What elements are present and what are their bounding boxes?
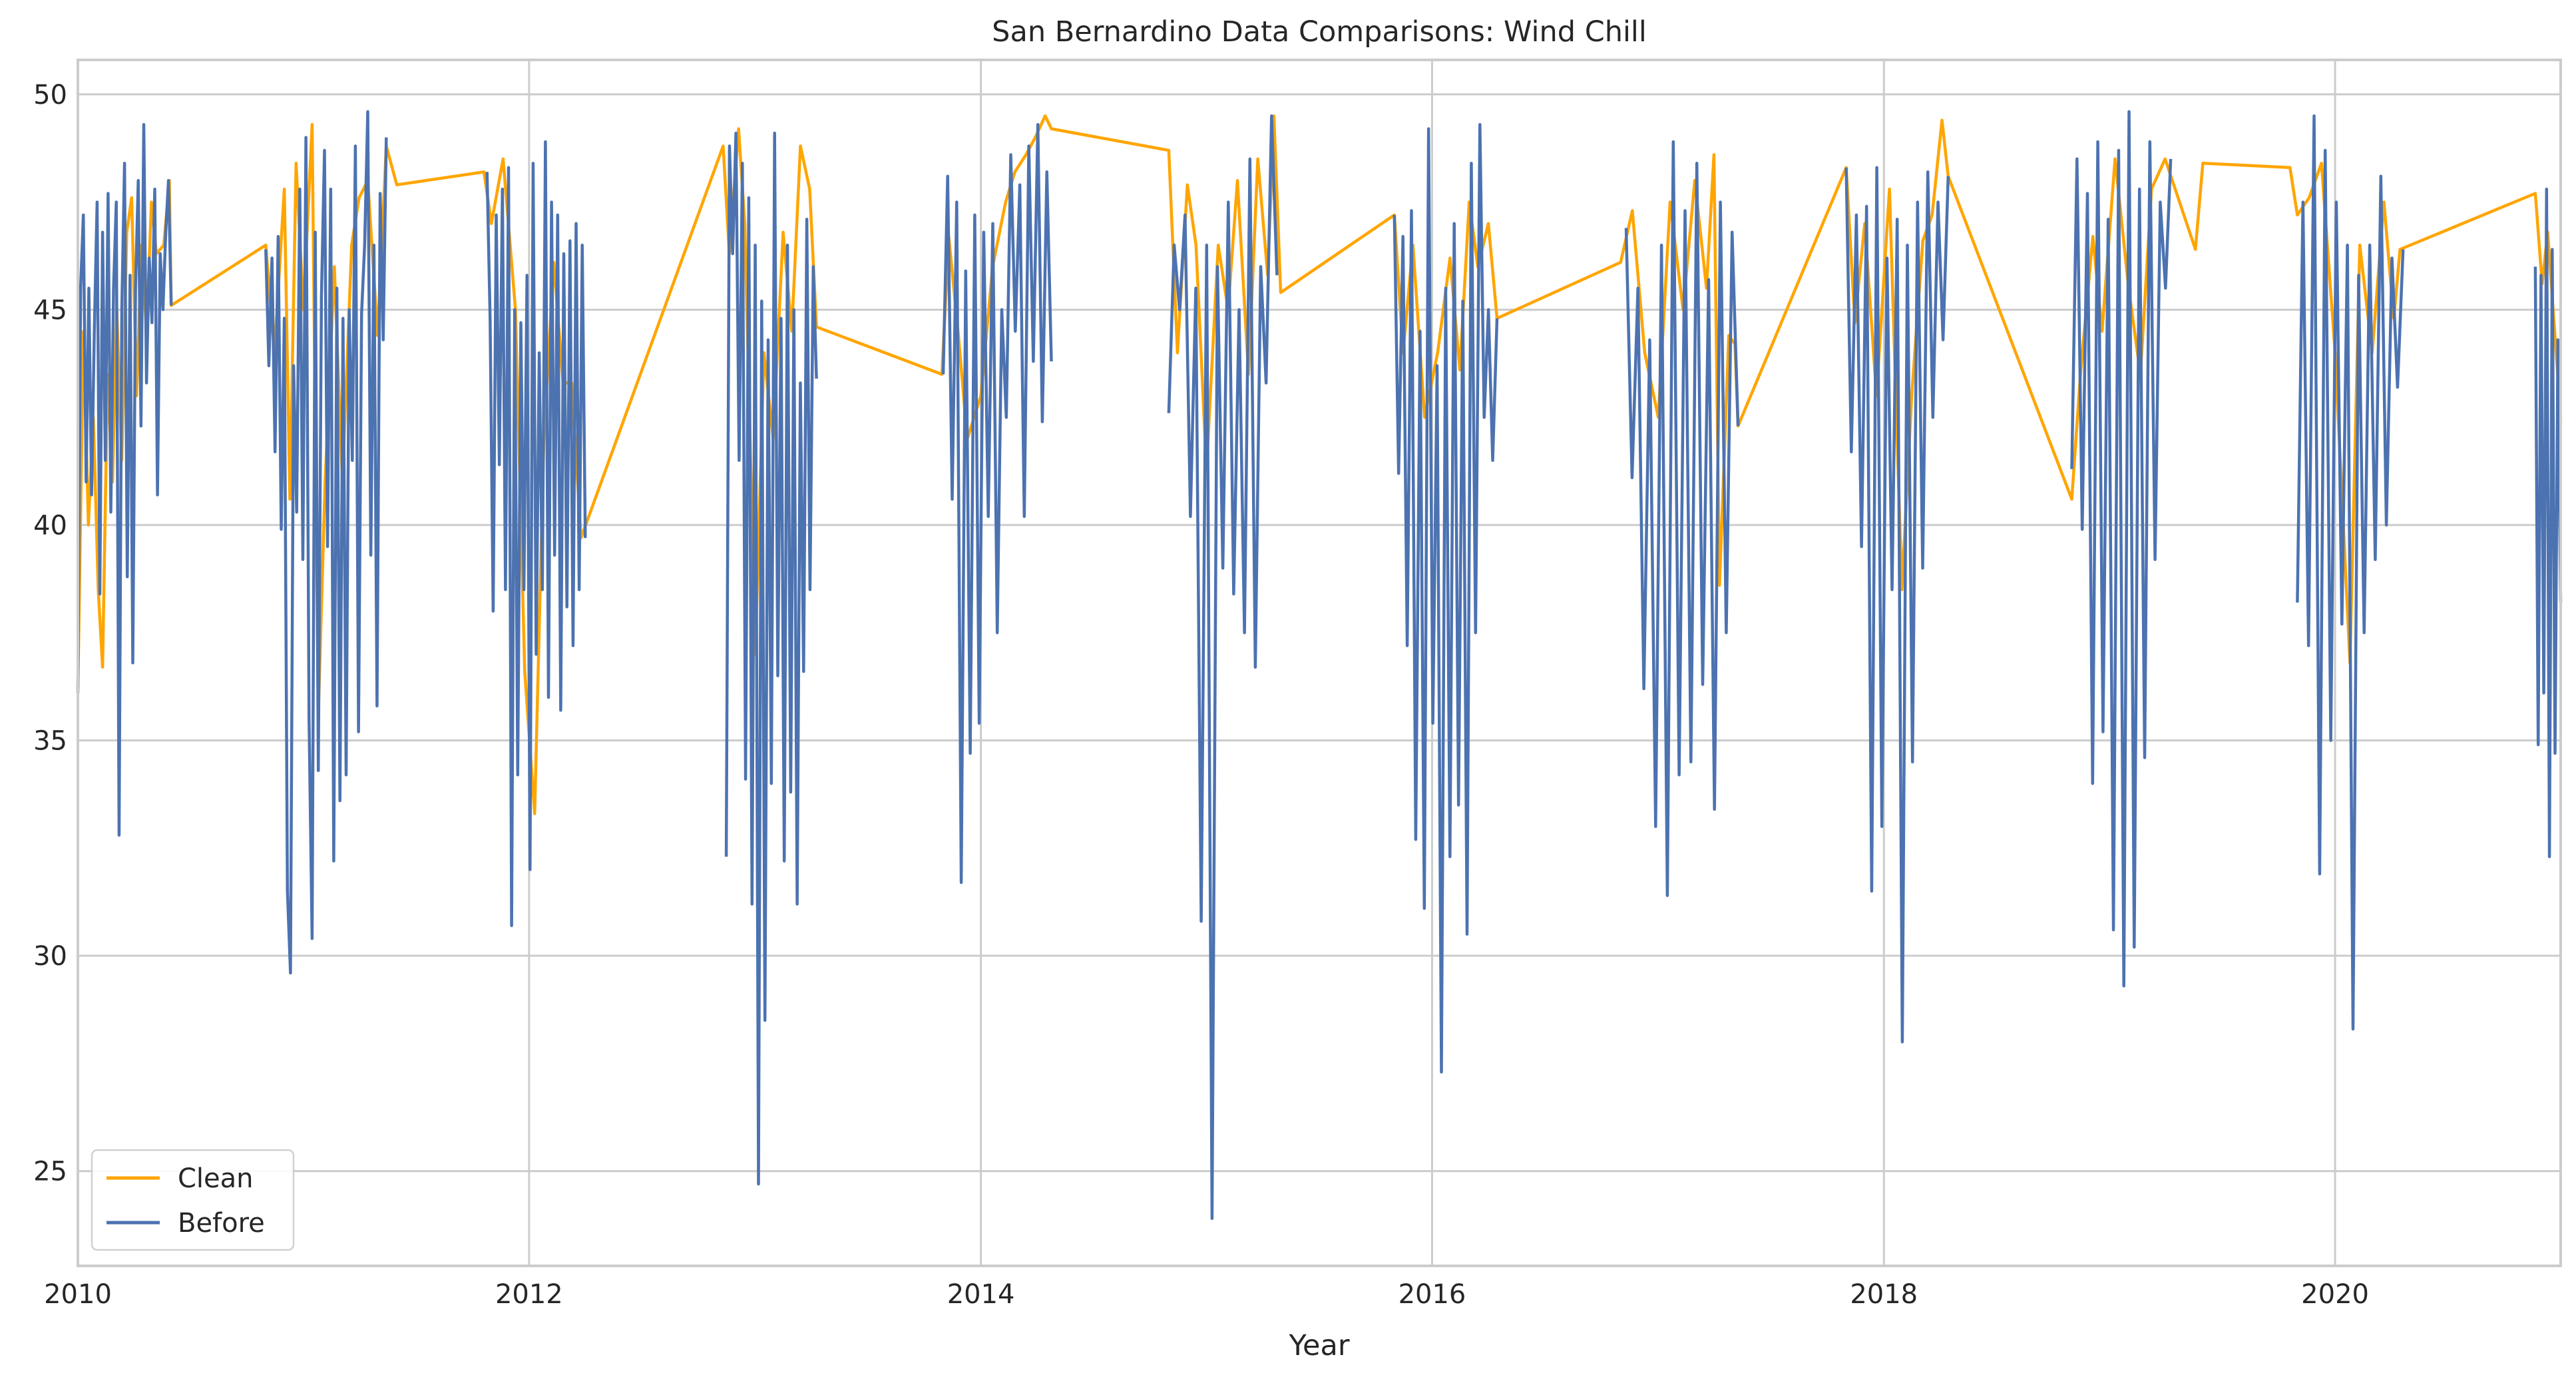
series-line-before-season-0 [76, 122, 173, 837]
legend-label-before: Before [178, 1208, 265, 1239]
series-line-before-season-4 [941, 122, 1053, 885]
series-layer [76, 110, 2563, 1221]
x-tick-label: 2010 [44, 1279, 112, 1310]
legend: Clean Before [91, 1149, 295, 1251]
legend-label-clean: Clean [178, 1163, 254, 1194]
series-line-before-season-7 [1624, 140, 1740, 897]
x-tick-label: 2016 [1398, 1279, 1466, 1310]
series-line-before-season-1 [264, 110, 388, 975]
y-tick-label: 45 [33, 295, 67, 325]
x-tick-label: 2012 [495, 1279, 563, 1310]
series-line-before-season-3 [724, 131, 818, 1186]
series-line-before-season-8 [1844, 166, 1950, 1044]
x-tick-label: 2020 [2301, 1279, 2369, 1310]
y-tick-label: 30 [33, 941, 67, 972]
y-tick-label: 25 [33, 1157, 67, 1187]
plot-frame [77, 59, 2562, 1267]
y-tick-labels: 25 30 35 40 45 50 [33, 80, 67, 1187]
x-tick-labels: 2010 2012 2014 2016 2018 2020 [44, 1279, 2369, 1310]
y-tick-label: 50 [33, 80, 67, 110]
series-line-before-season-6 [1393, 122, 1499, 1074]
y-tick-label: 40 [33, 510, 67, 541]
x-axis-label: Year [1288, 1329, 1349, 1362]
legend-box [91, 1149, 295, 1251]
x-tick-label: 2014 [947, 1279, 1015, 1310]
series-line-before-season-10 [2296, 114, 2405, 1031]
series-line-before-season-2 [485, 140, 587, 928]
chart-title: San Bernardino Data Comparisons: Wind Ch… [992, 15, 1647, 49]
y-tick-label: 35 [33, 725, 67, 756]
series-line-before-season-5 [1167, 114, 1279, 1221]
series-line-before-season-11 [2533, 187, 2563, 859]
x-tick-label: 2018 [1850, 1279, 1918, 1310]
series-line-before-season-9 [2070, 110, 2173, 988]
